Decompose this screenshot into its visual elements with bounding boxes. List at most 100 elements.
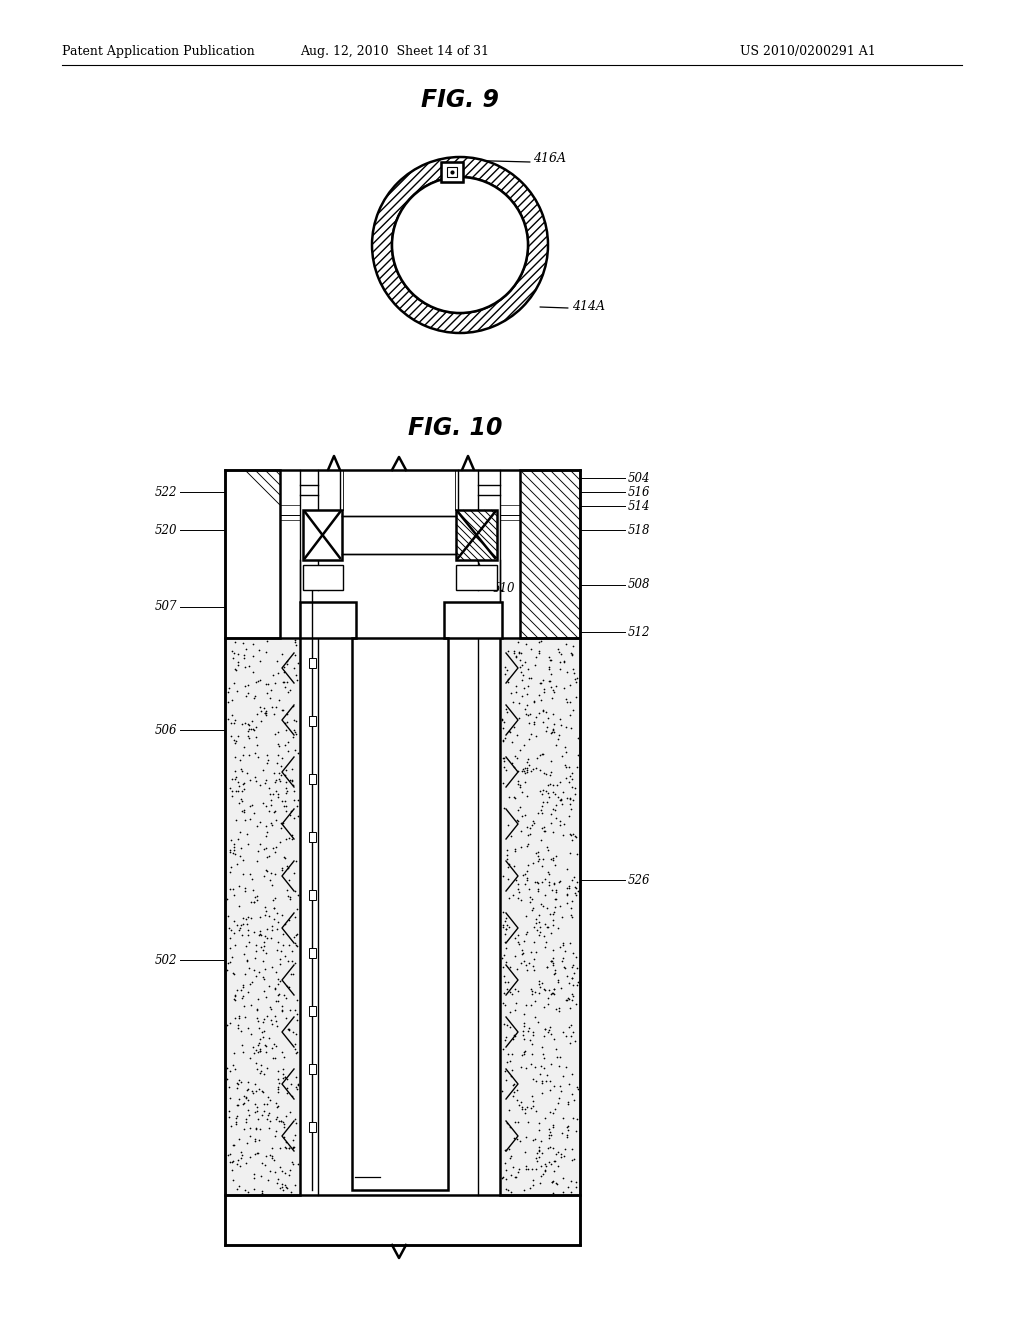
Point [267, 780, 284, 801]
Point [538, 1155, 554, 1176]
Point [511, 1094, 527, 1115]
Point [563, 644, 580, 665]
Point [517, 634, 534, 655]
Point [260, 975, 276, 997]
Point [525, 810, 542, 832]
Point [258, 942, 274, 964]
Point [246, 921, 262, 942]
Point [511, 933, 527, 954]
Point [282, 935, 298, 956]
Point [513, 837, 529, 858]
Point [228, 681, 245, 702]
Point [258, 752, 274, 774]
Point [566, 1089, 583, 1110]
Point [281, 886, 297, 907]
Point [523, 723, 540, 744]
Point [266, 908, 283, 929]
Point [557, 1139, 573, 1160]
Point [553, 1081, 569, 1102]
Point [240, 1018, 256, 1039]
Point [227, 985, 244, 1006]
Point [498, 698, 514, 719]
Point [259, 1005, 275, 1026]
Point [517, 873, 534, 894]
Point [564, 789, 581, 810]
Point [253, 1166, 269, 1187]
Point [561, 787, 578, 808]
Point [253, 1061, 269, 1082]
Point [273, 1176, 290, 1197]
Point [543, 983, 559, 1005]
Point [497, 1061, 513, 1082]
Point [287, 952, 303, 973]
Point [243, 1024, 259, 1045]
Point [518, 1097, 535, 1118]
Point [517, 771, 534, 792]
Point [532, 894, 549, 915]
Point [240, 950, 256, 972]
Point [534, 799, 550, 820]
Bar [520, 470, 580, 638]
Point [262, 1089, 279, 1110]
Point [233, 791, 250, 812]
Point [281, 977, 297, 998]
Point [264, 957, 281, 978]
Point [248, 1052, 264, 1073]
Point [519, 785, 536, 807]
Point [564, 974, 581, 995]
Point [560, 1092, 577, 1113]
Point [236, 772, 252, 793]
Point [495, 902, 511, 923]
Point [256, 1063, 272, 1084]
Point [563, 644, 580, 665]
Point [538, 780, 554, 801]
Point [546, 983, 562, 1005]
Point [263, 1146, 280, 1167]
Point [232, 1155, 249, 1176]
Point [278, 796, 294, 817]
Point [527, 1129, 544, 1150]
Point [505, 1085, 521, 1106]
Point [284, 759, 300, 780]
Point [271, 1073, 288, 1094]
Point [559, 858, 575, 879]
Point [517, 758, 534, 779]
Point [244, 972, 260, 993]
Point [549, 774, 565, 795]
Point [552, 771, 568, 792]
Point [289, 936, 305, 957]
Point [566, 962, 583, 983]
Point [544, 721, 560, 742]
Point [561, 989, 578, 1010]
Point [523, 667, 540, 688]
Point [278, 829, 294, 850]
Point [561, 805, 578, 826]
Point [279, 879, 295, 900]
Point [530, 846, 547, 867]
Point [252, 833, 268, 854]
Point [257, 702, 273, 723]
Point [512, 1131, 528, 1152]
Point [545, 904, 561, 925]
Point [562, 932, 579, 953]
Point [519, 694, 536, 715]
Point [279, 651, 295, 672]
Point [506, 643, 522, 664]
Point [232, 917, 249, 939]
Point [515, 865, 531, 886]
Point [278, 772, 294, 793]
Point [240, 682, 256, 704]
Point [509, 771, 525, 792]
Point [550, 1001, 566, 1022]
Point [516, 950, 532, 972]
Bar [441, 162, 463, 182]
Point [543, 663, 559, 684]
Point [268, 1036, 285, 1057]
Point [527, 990, 544, 1011]
Point [257, 772, 273, 793]
Point [499, 1052, 515, 1073]
Point [523, 1158, 540, 1179]
Point [269, 783, 286, 804]
Point [250, 671, 266, 692]
Point [275, 796, 292, 817]
